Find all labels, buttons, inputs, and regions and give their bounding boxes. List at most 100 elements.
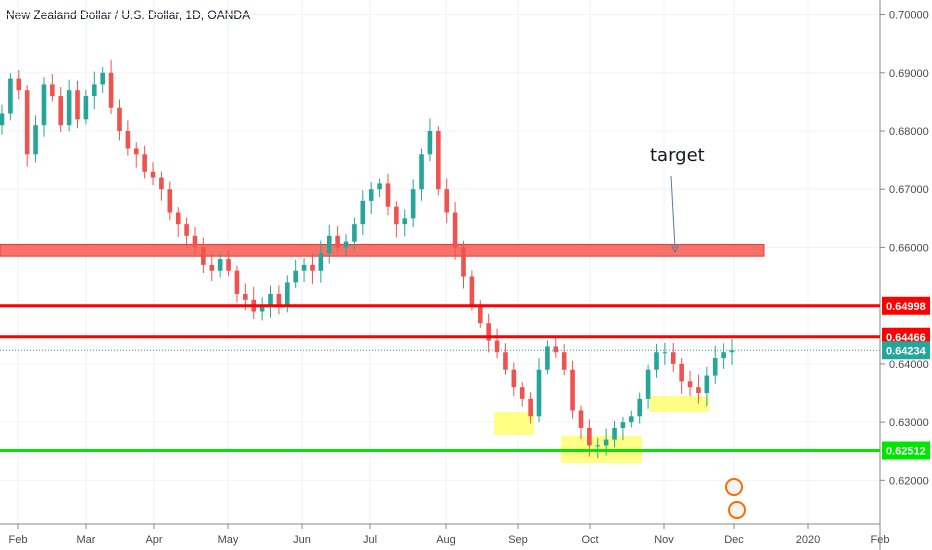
resistance-zone <box>0 244 765 257</box>
price-tag <box>882 296 930 315</box>
candle-body <box>654 352 659 370</box>
candle-body <box>578 410 584 428</box>
candle-body <box>637 398 643 417</box>
candle-body <box>293 270 298 283</box>
candle-body <box>721 352 726 359</box>
candle-body <box>117 107 122 131</box>
x-tick-label: Jul <box>363 534 377 546</box>
candle-body <box>561 352 567 370</box>
candle-body <box>368 189 374 201</box>
x-tick-label: 2020 <box>796 534 820 546</box>
candle-body <box>679 363 684 382</box>
candle-body <box>494 340 500 353</box>
candle-body <box>150 171 156 178</box>
candle-body <box>360 200 366 225</box>
candle-body <box>402 218 408 225</box>
candle-body <box>167 189 173 213</box>
highlight-box <box>650 396 709 412</box>
candle-body <box>477 305 483 324</box>
candle-body <box>318 253 324 271</box>
candle-body <box>629 416 634 423</box>
x-tick-label: Nov <box>654 534 674 546</box>
candle-body <box>159 177 164 190</box>
candle-body <box>335 235 340 248</box>
candle-body <box>58 96 64 126</box>
candle-body <box>326 235 332 254</box>
candle-body <box>553 346 559 353</box>
candle-body <box>570 369 575 411</box>
candle-body <box>687 381 693 388</box>
candle-body <box>620 422 626 428</box>
candle-body <box>83 96 89 120</box>
x-tick-label: Oct <box>581 534 598 546</box>
y-tick-label: 0.68000 <box>889 126 929 138</box>
candle-body <box>444 189 450 213</box>
candle-body <box>259 305 265 312</box>
target-annotation: target <box>650 145 705 166</box>
flag-icon <box>728 501 746 519</box>
candle-body <box>175 212 181 225</box>
target-arrowhead <box>670 243 680 254</box>
candle-body <box>217 259 223 271</box>
candle-body <box>310 264 315 271</box>
candle-body <box>268 294 273 306</box>
candle-body <box>519 387 525 399</box>
candle-body <box>243 294 248 300</box>
candle-body <box>545 346 550 370</box>
y-tick-label: 0.63000 <box>889 417 929 429</box>
x-tick-label: Aug <box>436 534 456 546</box>
candle-body <box>142 154 147 172</box>
candle-body <box>234 270 240 295</box>
candle-body <box>696 387 701 393</box>
x-tick-label: Jun <box>293 534 311 546</box>
candle-body <box>24 90 30 155</box>
candle-body <box>612 427 617 440</box>
candle-body <box>603 439 609 446</box>
candle-body <box>16 78 22 91</box>
candle-body <box>301 264 307 271</box>
price-tag <box>882 441 930 460</box>
candle-body <box>712 358 718 376</box>
x-tick-label: Dec <box>724 534 744 546</box>
candle-body <box>33 125 38 155</box>
candle-body <box>427 131 433 155</box>
candle-body <box>41 84 47 126</box>
candle-body <box>511 369 517 388</box>
price-tag <box>882 327 930 346</box>
candle-body <box>385 183 391 207</box>
candle-body <box>276 294 282 306</box>
y-tick-label: 0.69000 <box>889 68 929 80</box>
candle-body <box>662 352 668 354</box>
candle-body <box>461 247 466 277</box>
candle-body <box>108 72 114 108</box>
candle-body <box>587 427 592 446</box>
candle-body <box>645 369 651 399</box>
target-arrow <box>670 175 676 249</box>
price-tag-label: 0.62512 <box>886 446 926 458</box>
candle-body <box>192 235 198 248</box>
price-tag-label: 0.64998 <box>886 301 926 313</box>
y-tick-label: 0.67000 <box>889 184 929 196</box>
candle-body <box>100 72 105 85</box>
price-tag-label: 0.64234 <box>886 345 927 357</box>
candle-body <box>394 206 399 225</box>
candle-body <box>436 131 441 190</box>
candle-body <box>184 224 189 236</box>
y-tick-label: 0.66000 <box>889 242 929 254</box>
candle-body <box>352 224 357 242</box>
candle-body <box>704 375 710 393</box>
candle-body <box>670 352 676 364</box>
y-tick-label: 0.62000 <box>889 475 929 487</box>
candle-body <box>209 264 215 271</box>
y-tick-label: 0.64000 <box>889 359 929 371</box>
candle-body <box>595 445 601 447</box>
candle-body <box>419 154 424 190</box>
candle-body <box>729 350 735 353</box>
price-tag <box>882 341 930 360</box>
candle-body <box>503 352 508 370</box>
candle-body <box>284 282 290 306</box>
y-tick-label: 0.70000 <box>889 10 929 22</box>
candle-body <box>8 78 13 114</box>
